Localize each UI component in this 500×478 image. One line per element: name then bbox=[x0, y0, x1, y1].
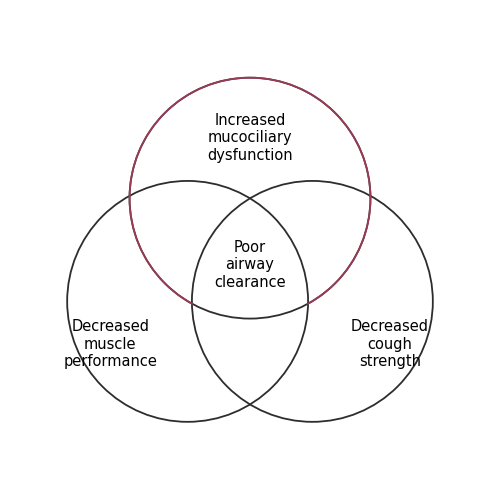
Text: Poor
airway
clearance: Poor airway clearance bbox=[214, 240, 286, 290]
Text: Decreased
cough
strength: Decreased cough strength bbox=[351, 319, 429, 369]
Text: Increased
mucociliary
dysfunction: Increased mucociliary dysfunction bbox=[207, 113, 293, 163]
Text: Decreased
muscle
performance: Decreased muscle performance bbox=[63, 319, 157, 369]
